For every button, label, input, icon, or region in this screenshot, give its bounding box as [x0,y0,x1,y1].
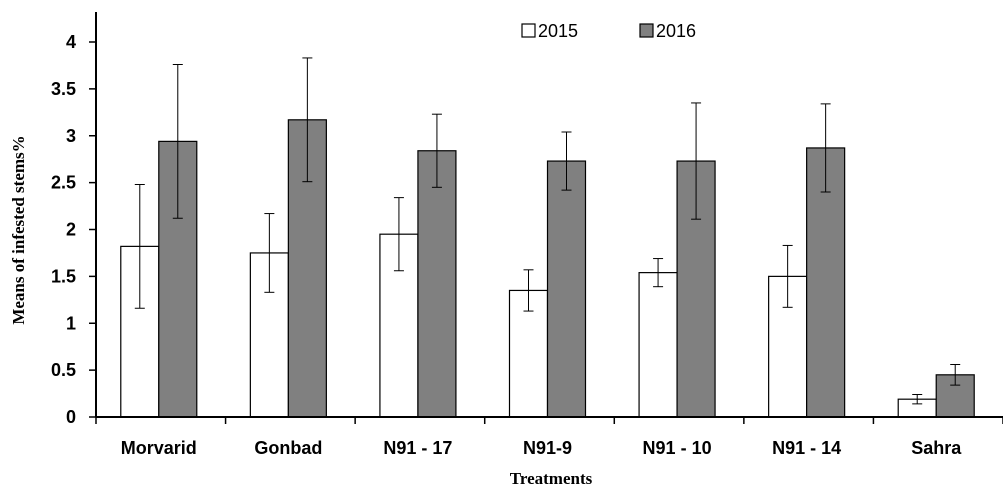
legend: 2015 2016 [521,21,696,41]
legend-swatch-2015 [521,23,536,38]
y-axis-title: Means of infested stems% [9,135,28,324]
legend-label-2015: 2015 [538,21,578,41]
bars-layer [120,57,975,418]
x-tick-label: N91 - 14 [772,438,841,458]
y-tick-label: 1.5 [51,266,76,286]
x-axis-title: Treatments [510,469,593,488]
bar-2016-N91-14 [806,147,846,418]
error-bar-2015-Morvarid [134,184,145,309]
x-tick-label: Sahra [911,438,962,458]
x-tick-label: N91 - 17 [383,438,452,458]
y-tick-label: 0 [66,407,76,427]
y-tick-label: 2.5 [51,173,76,193]
legend-label-2016: 2016 [656,21,696,41]
x-tick-label: N91 - 10 [643,438,712,458]
y-tick-label: 3 [66,126,76,146]
error-bar-2016-N91-17 [431,113,442,188]
x-tick-label: N91-9 [523,438,572,458]
x-tick-label: Morvarid [121,438,197,458]
error-bar-2015-N91-9 [523,269,534,312]
error-bar-2016-Gonbad [302,57,313,183]
y-tick-label: 1 [66,313,76,333]
error-bar-2016-N91-14 [820,103,831,193]
error-bar-2016-N91-9 [561,131,572,191]
bar-2015-N91-10 [638,272,678,418]
error-bar-2015-N91-17 [393,197,404,272]
error-bar-2016-Sahra [950,364,961,386]
y-tick-label: 2 [66,220,76,240]
error-bar-2016-Morvarid [172,64,183,219]
legend-swatch-2016 [639,23,654,38]
bar-2016-N91-9 [546,160,587,418]
error-bar-2016-N91-10 [691,102,702,220]
axes-layer: Morvarid Gonbad N91 - 17 N91-9 N91 - 10 N91 -… [51,12,1003,458]
error-bar-2015-Sahra [912,394,923,405]
bar-2016-N91-17 [417,150,457,418]
y-tick-label: 3.5 [51,79,76,99]
y-tick-label: 0.5 [51,360,76,380]
error-bar-2015-Gonbad [264,213,275,293]
error-bar-2015-N91-14 [782,244,793,308]
x-tick-label: Gonbad [254,438,322,458]
error-bar-2015-N91-10 [653,258,664,288]
y-tick-label: 4 [66,32,76,52]
